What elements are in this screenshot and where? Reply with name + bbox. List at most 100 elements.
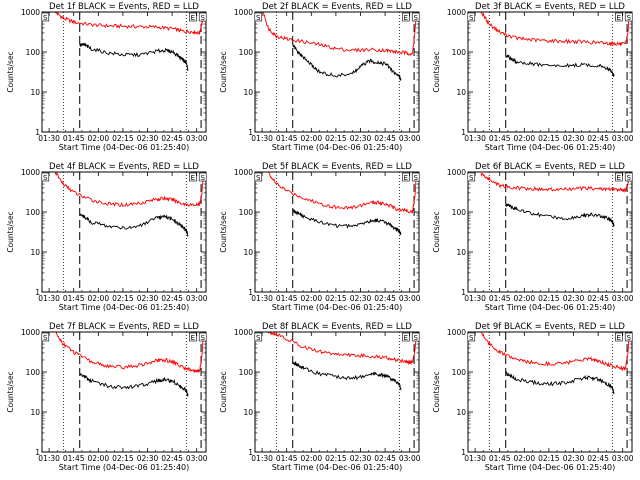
y-tick-label: 1	[461, 288, 466, 297]
x-tick-label: 02:45	[161, 454, 183, 463]
time-flag-label: E	[191, 14, 195, 22]
y-tick-label: 10	[456, 88, 466, 97]
panel-title: Det 5f BLACK = Events, RED = LLD	[262, 162, 412, 172]
events-series-line	[79, 42, 189, 71]
x-tick-label: 02:30	[137, 454, 159, 463]
time-flag-label: E	[404, 334, 408, 342]
y-tick-label: 100	[26, 48, 41, 57]
y-tick-label: 100	[452, 48, 467, 57]
time-flag-label: S	[469, 14, 474, 22]
y-tick-label: 1000	[447, 328, 466, 337]
x-axis-label: Start Time (04-Dec-06 01:25:40)	[272, 463, 403, 472]
time-flag-label: E	[404, 14, 408, 22]
panel-1: Det 1f BLACK = Events, RED = LLD 1 10 100 10…	[6, 2, 208, 152]
x-tick-label: 01:45	[276, 454, 298, 463]
x-tick-label: 01:30	[38, 134, 60, 143]
time-flag-label: S	[413, 174, 418, 182]
y-tick-label: 1	[248, 288, 253, 297]
x-axis-label: Start Time (04-Dec-06 01:25:40)	[272, 303, 403, 312]
x-tick-label: 02:00	[300, 134, 322, 143]
y-tick-label: 10	[243, 88, 253, 97]
x-tick-label: 01:30	[464, 294, 486, 303]
x-tick-label: 02:45	[374, 134, 396, 143]
time-flag-box	[411, 332, 420, 342]
y-tick-label: 1	[35, 128, 40, 137]
x-axis-label: Start Time (04-Dec-06 01:25:40)	[59, 143, 190, 152]
x-tick-label: 02:00	[87, 294, 109, 303]
time-flag-label: S	[469, 334, 474, 342]
x-tick-label: 02:15	[112, 134, 134, 143]
x-tick-label: 01:45	[276, 294, 298, 303]
time-flag-box	[41, 12, 50, 22]
x-tick-label: 02:15	[325, 134, 347, 143]
x-tick-label: 02:30	[350, 454, 372, 463]
time-flag-box	[254, 12, 263, 22]
plot-frame	[467, 171, 633, 293]
y-tick-label: 100	[239, 48, 254, 57]
x-tick-label: 02:15	[112, 454, 134, 463]
lld-series-line	[480, 172, 632, 193]
time-flag-label: E	[404, 174, 408, 182]
x-tick-label: 02:30	[137, 294, 159, 303]
lld-series-line	[54, 12, 206, 36]
y-axis-label: Counts/sec	[219, 51, 228, 92]
x-tick-label: 02:15	[538, 134, 560, 143]
y-tick-label: 10	[30, 248, 40, 257]
time-flag-box	[402, 332, 410, 342]
panel-title: Det 1f BLACK = Events, RED = LLD	[49, 2, 199, 12]
time-flag-box	[615, 12, 623, 22]
x-tick-label: 02:45	[587, 294, 609, 303]
x-tick-label: 03:00	[186, 134, 208, 143]
y-tick-label: 1	[461, 128, 466, 137]
x-tick-label: 01:30	[251, 454, 273, 463]
x-tick-label: 01:30	[38, 294, 60, 303]
time-flag-box	[467, 172, 476, 182]
time-flag-box	[467, 332, 476, 342]
x-tick-label: 03:00	[399, 454, 421, 463]
time-flag-label: E	[191, 174, 195, 182]
x-tick-label: 02:45	[374, 294, 396, 303]
panel-8: Det 8f BLACK = Events, RED = LLD 1 10 100 10…	[219, 322, 421, 472]
x-tick-label: 01:30	[464, 454, 486, 463]
y-tick-label: 1	[248, 128, 253, 137]
x-tick-label: 02:30	[350, 294, 372, 303]
time-flag-box	[254, 172, 263, 182]
lld-series-line	[267, 332, 419, 366]
x-tick-label: 01:45	[489, 294, 511, 303]
time-flag-box	[615, 332, 623, 342]
y-tick-label: 10	[456, 248, 466, 257]
x-tick-label: 03:00	[399, 294, 421, 303]
x-tick-label: 02:00	[300, 454, 322, 463]
time-flag-box	[624, 332, 633, 342]
x-tick-label: 02:15	[325, 294, 347, 303]
panel-title: Det 4f BLACK = Events, RED = LLD	[49, 162, 199, 172]
events-series-line	[292, 43, 402, 81]
y-tick-label: 10	[243, 248, 253, 257]
x-tick-label: 02:00	[513, 294, 535, 303]
y-tick-label: 1000	[21, 168, 40, 177]
x-axis-label: Start Time (04-Dec-06 01:25:40)	[485, 143, 616, 152]
time-flag-label: E	[191, 334, 195, 342]
x-tick-label: 02:00	[513, 454, 535, 463]
x-tick-label: 03:00	[186, 454, 208, 463]
events-series-line	[505, 369, 615, 395]
time-flag-box	[189, 332, 197, 342]
time-flag-box	[198, 332, 207, 342]
time-flag-label: S	[43, 334, 48, 342]
y-tick-label: 10	[243, 408, 253, 417]
events-series-line	[292, 208, 402, 236]
plot-frame	[467, 331, 633, 453]
time-flag-box	[615, 172, 623, 182]
time-flag-label: S	[626, 14, 631, 22]
panel-title: Det 7f BLACK = Events, RED = LLD	[49, 322, 199, 332]
x-tick-label: 03:00	[612, 294, 634, 303]
x-tick-label: 02:00	[300, 294, 322, 303]
plot-frame	[41, 171, 207, 293]
time-flag-label: E	[617, 334, 621, 342]
x-tick-label: 02:30	[563, 454, 585, 463]
x-tick-label: 02:15	[325, 454, 347, 463]
time-flag-box	[411, 12, 420, 22]
y-tick-label: 100	[239, 368, 254, 377]
y-axis-label: Counts/sec	[6, 371, 15, 412]
